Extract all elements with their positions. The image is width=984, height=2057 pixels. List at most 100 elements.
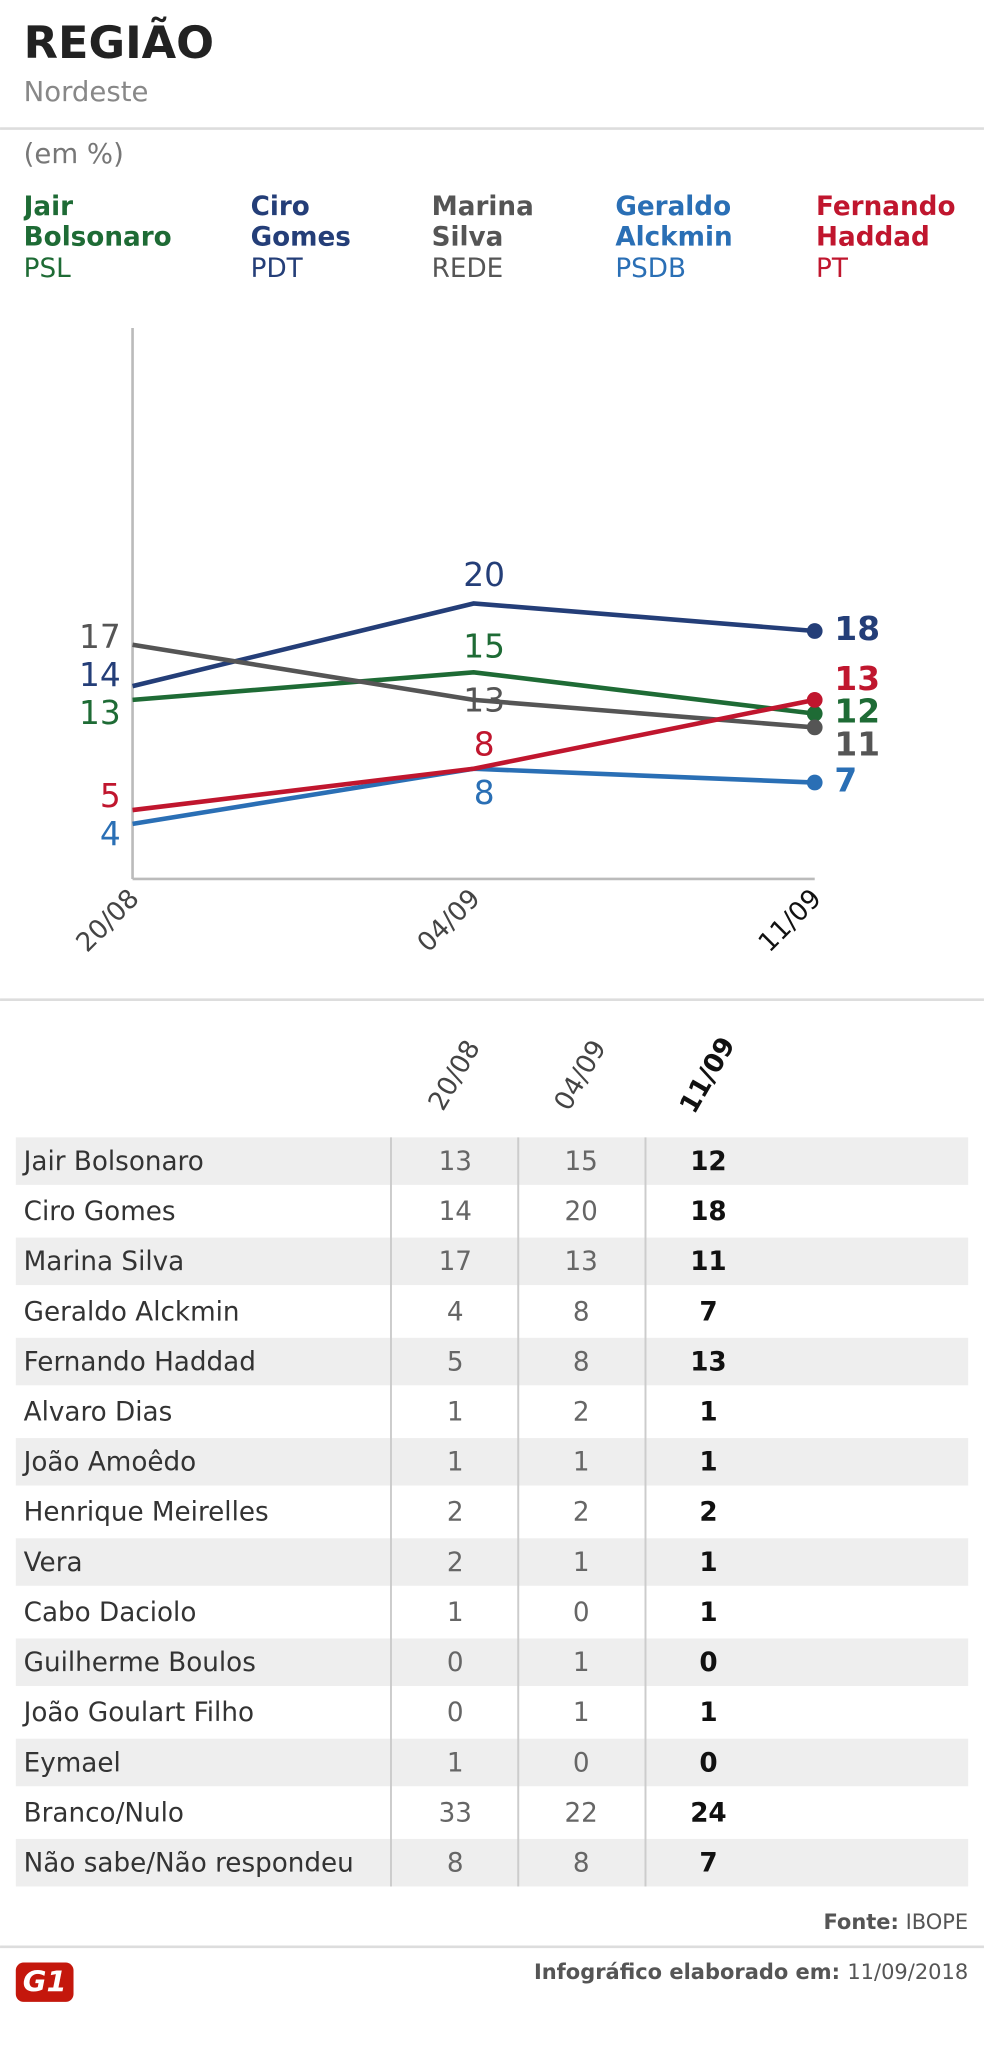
x-tick-label: 04/09 (412, 884, 487, 959)
cell: 0 (447, 1698, 464, 1728)
cell: 0 (699, 1748, 717, 1778)
cell: 8 (573, 1347, 590, 1377)
cell: 1 (699, 1548, 717, 1578)
legend-entry: Ciro Gomes PDT (251, 192, 382, 284)
row-label: Guilherme Boulos (24, 1648, 256, 1678)
credit-label: Infográfico elaborado em: (534, 1960, 840, 1984)
cell: 0 (573, 1748, 590, 1778)
x-tick-label: 20/08 (71, 884, 146, 959)
series-line (132, 697, 816, 813)
legend-party: PSL (23, 251, 71, 284)
logo-box (15, 1962, 74, 2002)
cell: 1 (447, 1398, 464, 1428)
legend-entry: Jair Bolsonaro PSL (23, 191, 172, 284)
cell: 2 (699, 1498, 717, 1528)
logo: G1 (23, 1965, 67, 1999)
point (806, 692, 823, 708)
legend-name: Fernando Haddad (816, 191, 956, 252)
cell: 8 (573, 1849, 590, 1879)
data-label: 13 (834, 660, 880, 698)
row-label: Cabo Daciolo (24, 1598, 197, 1628)
legend-entry: Marina Silva REDE (432, 192, 563, 284)
cell: 20 (565, 1197, 598, 1227)
data-label: 8 (474, 725, 495, 763)
cell: 33 (439, 1798, 472, 1828)
point (806, 719, 823, 736)
row-background (15, 1438, 969, 1486)
cell: 1 (699, 1398, 717, 1428)
row-background (15, 1137, 969, 1185)
legend-party: REDE (431, 251, 504, 284)
subtitle: Nordeste (24, 76, 149, 108)
row-label: Não sabe/Não respondeu (24, 1849, 354, 1879)
x-tick-label: 11/09 (753, 884, 828, 959)
row-label: Marina Silva (24, 1247, 185, 1277)
cell: 14 (439, 1197, 472, 1227)
legend-name: Marina Silva (431, 191, 534, 252)
cell: 2 (447, 1548, 464, 1578)
point (806, 623, 823, 639)
row-label: Henrique Meirelles (24, 1498, 269, 1528)
cell: 2 (573, 1398, 590, 1428)
row-label: Alvaro Dias (24, 1398, 173, 1428)
legend-party: PSDB (615, 251, 687, 284)
point (806, 705, 823, 722)
cell: 8 (447, 1849, 464, 1879)
column-header: 04/09 (549, 1035, 613, 1115)
legend-entry: Fernando Haddad PT (816, 191, 956, 284)
cell: 8 (573, 1297, 590, 1327)
cell: 2 (447, 1498, 464, 1528)
source: Fonte: IBOPE (823, 1910, 968, 1934)
legend-entry: Geraldo Alckmin PSDB (615, 192, 746, 284)
cell: 15 (565, 1147, 598, 1177)
data-label: 11 (834, 725, 880, 763)
legend-name: Jair Bolsonaro (23, 191, 172, 252)
source-label: Fonte: (823, 1910, 898, 1934)
cell: 24 (690, 1798, 727, 1828)
legend-name: Ciro Gomes (250, 191, 351, 252)
cell: 1 (447, 1598, 464, 1628)
cell: 17 (439, 1247, 472, 1277)
cell: 1 (699, 1698, 717, 1728)
data-label: 15 (463, 628, 505, 666)
title: REGIÃO (24, 16, 214, 69)
cell: 11 (690, 1247, 727, 1277)
cell: 13 (439, 1147, 472, 1177)
data-label: 20 (463, 556, 505, 594)
row-label: Jair Bolsonaro (22, 1147, 204, 1177)
cell: 1 (573, 1648, 590, 1678)
cell: 0 (699, 1648, 717, 1678)
data-label: 14 (79, 656, 121, 694)
cell: 1 (447, 1748, 464, 1778)
cell: 1 (699, 1448, 717, 1478)
column-header: 20/08 (423, 1035, 487, 1115)
row-background (15, 1337, 969, 1386)
data-label: 4 (100, 815, 121, 853)
row-background (15, 1237, 969, 1286)
cell: 1 (699, 1598, 717, 1628)
legend-party: PT (816, 251, 848, 284)
cell: 22 (565, 1798, 598, 1828)
data-label: 8 (474, 774, 495, 812)
cell: 13 (690, 1347, 727, 1377)
cell: 0 (573, 1598, 590, 1628)
row-background (15, 1638, 969, 1687)
data-label: 17 (79, 618, 121, 656)
row-label: Geraldo Alckmin (24, 1297, 240, 1327)
column-header: 11/09 (674, 1032, 741, 1119)
row-label: João Amoêdo (22, 1448, 197, 1478)
row-label: Fernando Haddad (24, 1347, 256, 1377)
cell: 0 (447, 1648, 464, 1678)
cell: 4 (447, 1297, 464, 1327)
cell: 1 (573, 1698, 590, 1728)
data-label: 7 (834, 762, 857, 800)
source-name: IBOPE (906, 1910, 969, 1934)
cell: 7 (699, 1849, 717, 1879)
cell: 1 (573, 1448, 590, 1478)
data-label: 13 (79, 694, 121, 732)
credit: Infográfico elaborado em: 11/09/2018 (534, 1960, 968, 1984)
